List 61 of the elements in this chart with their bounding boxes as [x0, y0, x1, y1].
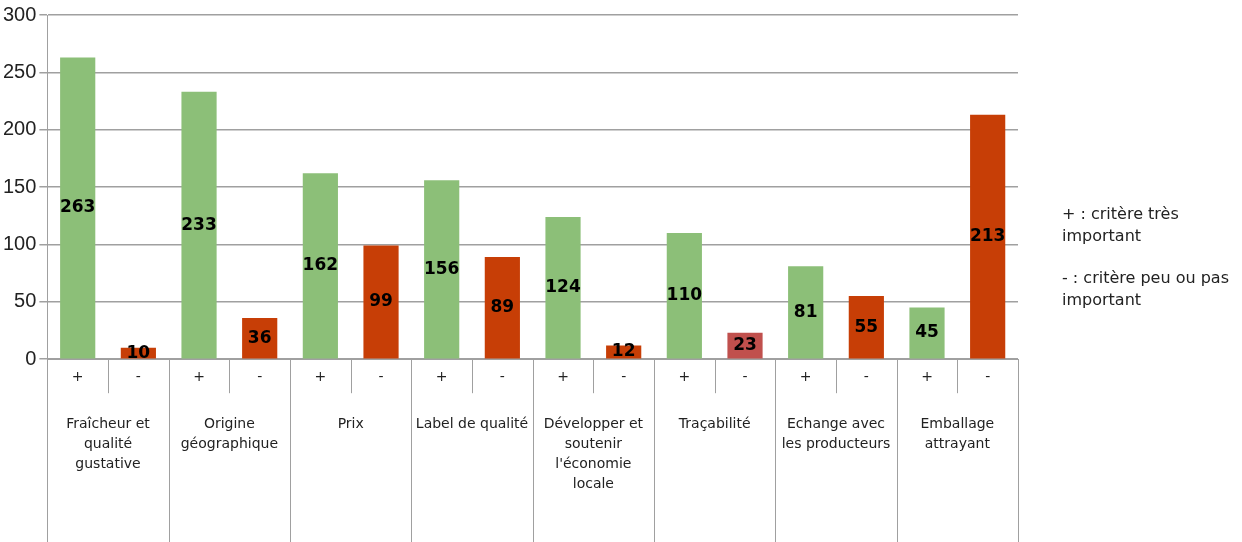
text: Origine géographique — [180, 414, 279, 451]
text: Echange avec les producteurs — [781, 414, 891, 451]
text: Label de qualité — [415, 414, 529, 431]
x-tick-label: + — [678, 368, 691, 385]
x-tick-label: - — [742, 368, 748, 385]
x-tick-label: - — [499, 368, 505, 385]
data-label: 12 — [611, 340, 636, 361]
text: + : critère très important — [1062, 203, 1180, 247]
x-tick-label: - — [378, 368, 384, 385]
data-label: 156 — [423, 257, 460, 278]
bar — [363, 245, 399, 359]
x-tick-label: - — [621, 368, 627, 385]
y-tick-label: 250 — [2, 59, 37, 82]
x-tick-label: + — [435, 368, 448, 385]
data-label: 10 — [126, 341, 151, 362]
bar — [848, 296, 884, 359]
data-label: 23 — [733, 334, 757, 355]
bar — [545, 216, 581, 359]
x-tick-label: - — [257, 368, 263, 385]
bar — [909, 307, 945, 359]
x-tick-label: + — [799, 368, 812, 385]
data-label: 233 — [181, 213, 217, 234]
data-label: 45 — [915, 321, 939, 342]
data-label: 36 — [247, 326, 272, 347]
data-label: 263 — [59, 196, 96, 217]
y-tick-label: 200 — [2, 117, 37, 140]
text: Prix — [337, 414, 364, 431]
y-tick-label: 50 — [14, 289, 37, 312]
text: Développer et soutenir l'économie locale — [543, 414, 644, 491]
bar — [484, 257, 520, 359]
text: Fraîcheur et qualité gustative — [66, 414, 151, 471]
x-tick-label: - — [985, 368, 991, 385]
x-tick-label: + — [921, 368, 933, 385]
data-label: 99 — [369, 290, 393, 311]
y-tick-label: 150 — [2, 174, 37, 197]
y-tick-label: 0 — [25, 346, 37, 369]
text: Traçabilité — [677, 414, 751, 431]
y-tick-label: 300 — [2, 2, 37, 25]
bar — [666, 232, 702, 359]
y-tick-label: 100 — [2, 231, 37, 254]
x-tick-label: + — [193, 368, 205, 385]
x-tick-label: + — [314, 368, 327, 385]
data-label: 81 — [793, 300, 818, 321]
bar — [424, 180, 460, 359]
data-label: 162 — [302, 254, 339, 275]
data-label: 213 — [969, 225, 1006, 246]
bar — [788, 266, 824, 359]
bar — [970, 114, 1006, 359]
bar — [302, 173, 338, 359]
x-tick-label: + — [557, 368, 569, 385]
data-label: 110 — [666, 284, 703, 305]
text: Emballage attrayant — [920, 414, 995, 451]
bar — [181, 91, 217, 359]
x-tick-label: - — [135, 368, 141, 385]
data-label: 124 — [545, 276, 581, 297]
data-label: 55 — [854, 315, 879, 336]
bar — [60, 57, 96, 359]
text: - : critère peu ou pas important — [1062, 267, 1230, 311]
data-label: 89 — [490, 296, 515, 317]
x-tick-label: - — [863, 368, 869, 385]
x-tick-label: + — [71, 368, 84, 385]
